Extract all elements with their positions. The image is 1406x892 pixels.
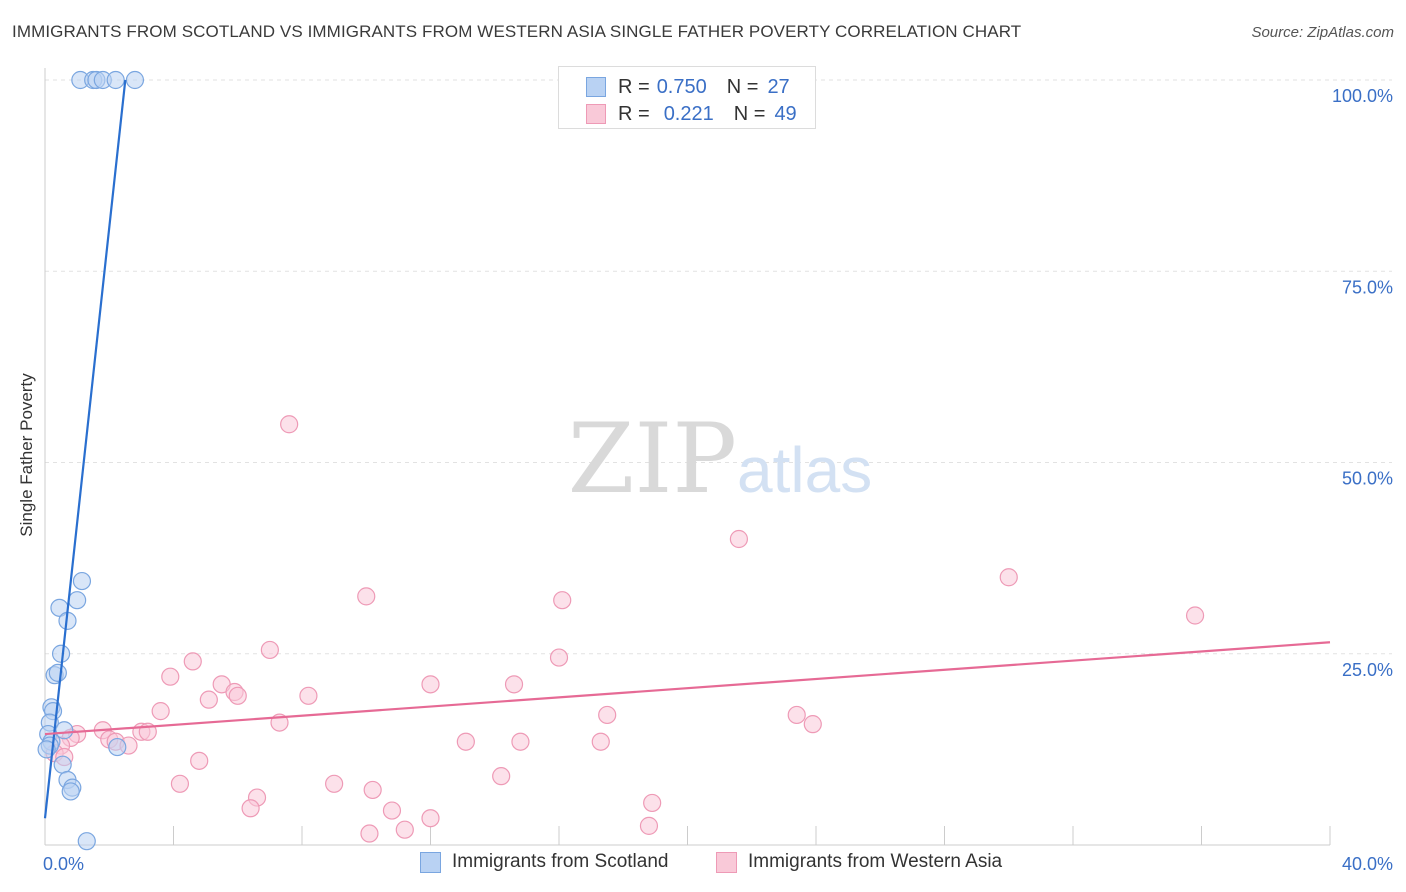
gridlines	[45, 79, 1392, 655]
scotland-trend-line	[43, 79, 127, 819]
n-value: 49	[774, 102, 797, 125]
western-asia-point[interactable]	[492, 767, 511, 786]
western-asia-point[interactable]	[549, 648, 569, 667]
n-label: N =	[733, 102, 766, 125]
western-asia-point[interactable]	[456, 732, 475, 751]
western-asia-point[interactable]	[639, 816, 659, 835]
x-tick-labels: 0.0% 40.0%	[43, 854, 1393, 874]
scotland-point[interactable]	[72, 571, 92, 591]
legend-label-western-asia: Immigrants from Western Asia	[748, 851, 1003, 872]
watermark-zip: ZIP	[568, 403, 737, 515]
western-asia-point[interactable]	[803, 715, 822, 734]
western-asia-swatch	[586, 104, 606, 124]
scotland-point[interactable]	[106, 70, 125, 90]
western-asia-point[interactable]	[357, 587, 376, 606]
western-asia-point[interactable]	[421, 809, 440, 828]
n-label: N =	[726, 75, 759, 98]
western-asia-point[interactable]	[504, 675, 524, 694]
western-asia-point[interactable]	[299, 686, 318, 705]
y-tick-label: 25.0%	[1342, 660, 1393, 680]
western-asia-point[interactable]	[151, 702, 170, 721]
y-tick-label: 100.0%	[1332, 86, 1393, 106]
western-asia-point[interactable]	[382, 801, 402, 820]
watermark-atlas: atlas	[737, 434, 872, 506]
scotland-point[interactable]	[108, 737, 127, 757]
western-asia-point[interactable]	[395, 820, 414, 839]
western-asia-point[interactable]	[228, 686, 247, 705]
scotland-point[interactable]	[53, 755, 72, 774]
western-asia-point[interactable]	[787, 705, 806, 725]
y-tick-labels: 25.0% 50.0% 75.0% 100.0%	[1332, 86, 1393, 680]
scotland-point[interactable]	[68, 591, 87, 610]
western-asia-point[interactable]	[190, 751, 209, 770]
western-asia-legend-swatch	[716, 851, 737, 873]
r-value: 0.221	[663, 102, 714, 125]
western-asia-point[interactable]	[363, 780, 382, 800]
legend-label-scotland: Immigrants from Scotland	[452, 851, 669, 872]
scotland-point[interactable]	[61, 782, 80, 801]
scotland-point[interactable]	[37, 740, 56, 759]
r-value: 0.750	[656, 75, 707, 98]
western-asia-point[interactable]	[1185, 606, 1205, 625]
x-tick-label-min: 0.0%	[43, 854, 84, 874]
legend-item-scotland[interactable]: Immigrants from Scotland	[420, 851, 668, 873]
western-asia-point[interactable]	[360, 824, 379, 843]
x-ticks	[44, 826, 1331, 845]
western-asia-point[interactable]	[643, 793, 662, 813]
western-asia-point[interactable]	[511, 732, 530, 751]
western-asia-point[interactable]	[161, 667, 180, 686]
scotland-point[interactable]	[51, 644, 71, 663]
western-asia-point[interactable]	[183, 652, 202, 671]
western-asia-point[interactable]	[999, 568, 1018, 587]
stats-row-scotland: R = 0.750 N = 27	[559, 74, 790, 100]
western-asia-trend-line	[44, 641, 1331, 736]
western-asia-point[interactable]	[199, 690, 218, 709]
legend-item-western-asia[interactable]: Immigrants from Western Asia	[716, 851, 1002, 873]
western-asia-point[interactable]	[553, 591, 572, 610]
scotland-swatch	[586, 77, 606, 97]
western-asia-point[interactable]	[280, 415, 299, 434]
r-label: R =	[618, 75, 650, 98]
stats-legend: R = 0.750 N = 27 R = 0.221 N = 49	[558, 66, 816, 129]
western-asia-point[interactable]	[598, 705, 617, 725]
western-asia-point[interactable]	[241, 799, 260, 818]
watermark: ZIPatlas	[568, 403, 872, 515]
chart-title: IMMIGRANTS FROM SCOTLAND VS IMMIGRANTS F…	[12, 22, 1022, 41]
western-asia-point[interactable]	[591, 732, 610, 751]
stats-row-western-asia: R = 0.221 N = 49	[559, 101, 797, 127]
source-label: Source: ZipAtlas.com	[1251, 24, 1394, 41]
scotland-point[interactable]	[77, 832, 96, 851]
series-legend: Immigrants from Scotland Immigrants from…	[0, 851, 1406, 879]
western-asia-point[interactable]	[421, 675, 440, 694]
trend-lines	[43, 79, 1331, 819]
n-value: 27	[767, 75, 790, 98]
x-tick-label-max: 40.0%	[1342, 854, 1393, 874]
scotland-point[interactable]	[125, 70, 145, 90]
scotland-legend-swatch	[420, 851, 441, 873]
western-asia-point[interactable]	[729, 529, 749, 549]
scotland-point[interactable]	[48, 663, 67, 682]
western-asia-point[interactable]	[170, 774, 190, 793]
y-tick-label: 75.0%	[1342, 277, 1393, 297]
r-label: R =	[618, 102, 650, 125]
western-asia-point[interactable]	[325, 774, 344, 793]
y-axis-label: Single Father Poverty	[17, 373, 36, 537]
western-asia-point[interactable]	[260, 640, 279, 660]
y-tick-label: 50.0%	[1342, 469, 1393, 489]
